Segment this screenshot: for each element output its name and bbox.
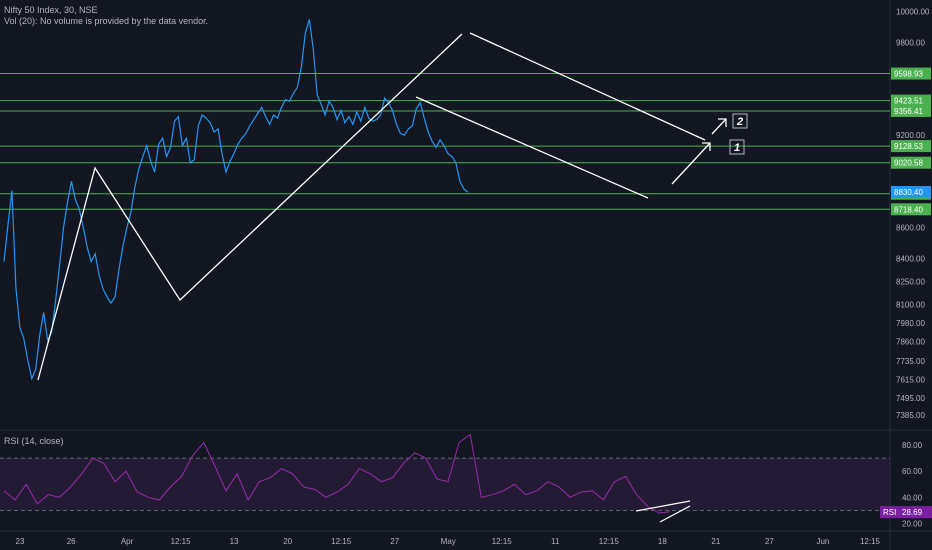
- price-tick-label: 7860.00: [896, 338, 925, 347]
- time-tick-label: 26: [67, 537, 76, 546]
- price-tick-label: 7385.00: [896, 411, 925, 420]
- price-tick-label: 8100.00: [896, 301, 925, 310]
- wave-label: 2: [736, 116, 743, 128]
- time-tick-label: Apr: [121, 537, 134, 546]
- wave-label-box: [729, 139, 745, 155]
- time-tick-label: 12:15: [599, 537, 620, 546]
- time-tick-label: 21: [711, 537, 720, 546]
- price-tick-label: 9200.00: [896, 131, 925, 140]
- level-label-bg: [891, 156, 931, 169]
- time-tick-label: 18: [658, 537, 667, 546]
- price-tick-label: 8250.00: [896, 278, 925, 287]
- rsi-divergence-line: [635, 500, 691, 512]
- price-tick-label: 9800.00: [896, 39, 925, 48]
- level-label-bg: [891, 203, 931, 216]
- time-tick-label: May: [441, 537, 456, 546]
- rsi-line: [3, 433, 671, 514]
- rsi-tick-label: 20.00: [902, 519, 923, 528]
- arrow-head-2: [718, 118, 727, 127]
- time-tick-label: 11: [551, 537, 560, 546]
- current-price-label: 8830.40: [894, 188, 923, 197]
- time-tick-label: 12:15: [860, 537, 881, 546]
- time-tick-label: 12:15: [331, 537, 352, 546]
- level-label: 9598.93: [894, 70, 923, 79]
- channel-upper-line: [469, 32, 706, 141]
- current-price-badge: [891, 186, 931, 199]
- price-tick-label: 7495.00: [896, 394, 925, 403]
- rsi-badge-value: 28.69: [902, 508, 923, 517]
- price-tick-label: 8600.00: [896, 224, 925, 233]
- rsi-title: RSI (14, close): [4, 436, 64, 446]
- level-label: 9423.51: [894, 97, 923, 106]
- arrow-to-2: [711, 118, 727, 135]
- price-tick-label: 7980.00: [896, 319, 925, 328]
- channel-lower-line: [415, 96, 649, 199]
- time-tick-label: 13: [230, 537, 239, 546]
- rsi-tick-label: 40.00: [902, 493, 923, 502]
- zigzag-annotation: [37, 33, 463, 381]
- rsi-divergence-line-2: [659, 505, 691, 523]
- arrow-to-1: [671, 142, 711, 185]
- time-tick-label: 12:15: [171, 537, 192, 546]
- price-tick-label: 8400.00: [896, 254, 925, 263]
- symbol-title: Nifty 50 Index, 30, NSE: [4, 5, 98, 15]
- wave-label-box: [732, 113, 748, 129]
- level-label: 8718.40: [894, 205, 923, 214]
- level-label-bg: [891, 140, 931, 153]
- level-label: 9356.41: [894, 107, 923, 116]
- rsi-tick-label: 60.00: [902, 467, 923, 476]
- price-tick-label: 7615.00: [896, 375, 925, 384]
- volume-note: Vol (20): No volume is provided by the d…: [4, 16, 209, 26]
- time-tick-label: 27: [390, 537, 399, 546]
- level-label: 9020.58: [894, 159, 923, 168]
- level-label: 9128.53: [894, 142, 923, 151]
- rsi-band: [0, 458, 890, 511]
- rsi-badge-name: RSI: [883, 508, 896, 517]
- time-tick-label: Jun: [816, 537, 829, 546]
- rsi-badge-bg: [880, 506, 932, 519]
- price-tick-label: 7735.00: [896, 357, 925, 366]
- price-tick-label: 10000.00: [896, 8, 930, 17]
- level-label-bg: [891, 67, 931, 80]
- time-tick-label: 27: [765, 537, 774, 546]
- level-label-bg: [891, 94, 931, 107]
- arrow-head-1: [702, 142, 711, 151]
- time-tick-label: 23: [16, 537, 25, 546]
- rsi-tick-label: 80.00: [902, 441, 923, 450]
- level-label-bg: [891, 104, 931, 117]
- time-tick-label: 12:15: [492, 537, 513, 546]
- time-tick-label: 20: [283, 537, 292, 546]
- wave-label: 1: [734, 142, 740, 154]
